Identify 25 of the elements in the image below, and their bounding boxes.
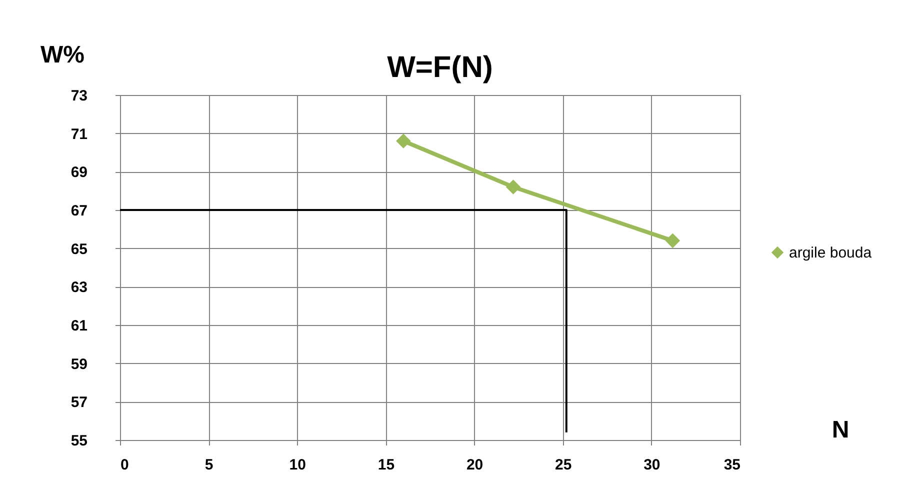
chart-title: W=F(N) <box>387 51 493 84</box>
y-tick-label: 61 <box>70 318 88 334</box>
y-tick-label: 67 <box>70 202 88 220</box>
point <box>506 180 521 194</box>
legend-label: argile bouda <box>789 244 872 262</box>
y-axis-title: W% <box>40 42 84 68</box>
point <box>396 134 411 148</box>
y-tick-label: 63 <box>70 279 88 296</box>
x-tick-label: 10 <box>289 456 306 474</box>
x-tick-label: 20 <box>466 456 484 474</box>
x-tick-label: 5 <box>204 456 214 474</box>
y-tick-label: 59 <box>70 356 88 373</box>
y-tick-label: 55 <box>70 432 88 450</box>
point <box>665 233 680 248</box>
x-axis-title: N <box>832 416 850 444</box>
y-tick-label: 71 <box>70 126 88 143</box>
y-tick-label: 69 <box>70 164 88 182</box>
x-tick-label: 30 <box>644 456 660 474</box>
y-tick-label: 73 <box>70 88 88 104</box>
x-tick-label: 25 <box>555 456 572 474</box>
y-tick-label: 57 <box>70 394 88 412</box>
y-tick-label: 65 <box>70 240 88 258</box>
x-tick-label: 15 <box>378 456 395 474</box>
x-tick-label: 0 <box>120 456 129 474</box>
x-tick-label: 35 <box>724 456 740 474</box>
